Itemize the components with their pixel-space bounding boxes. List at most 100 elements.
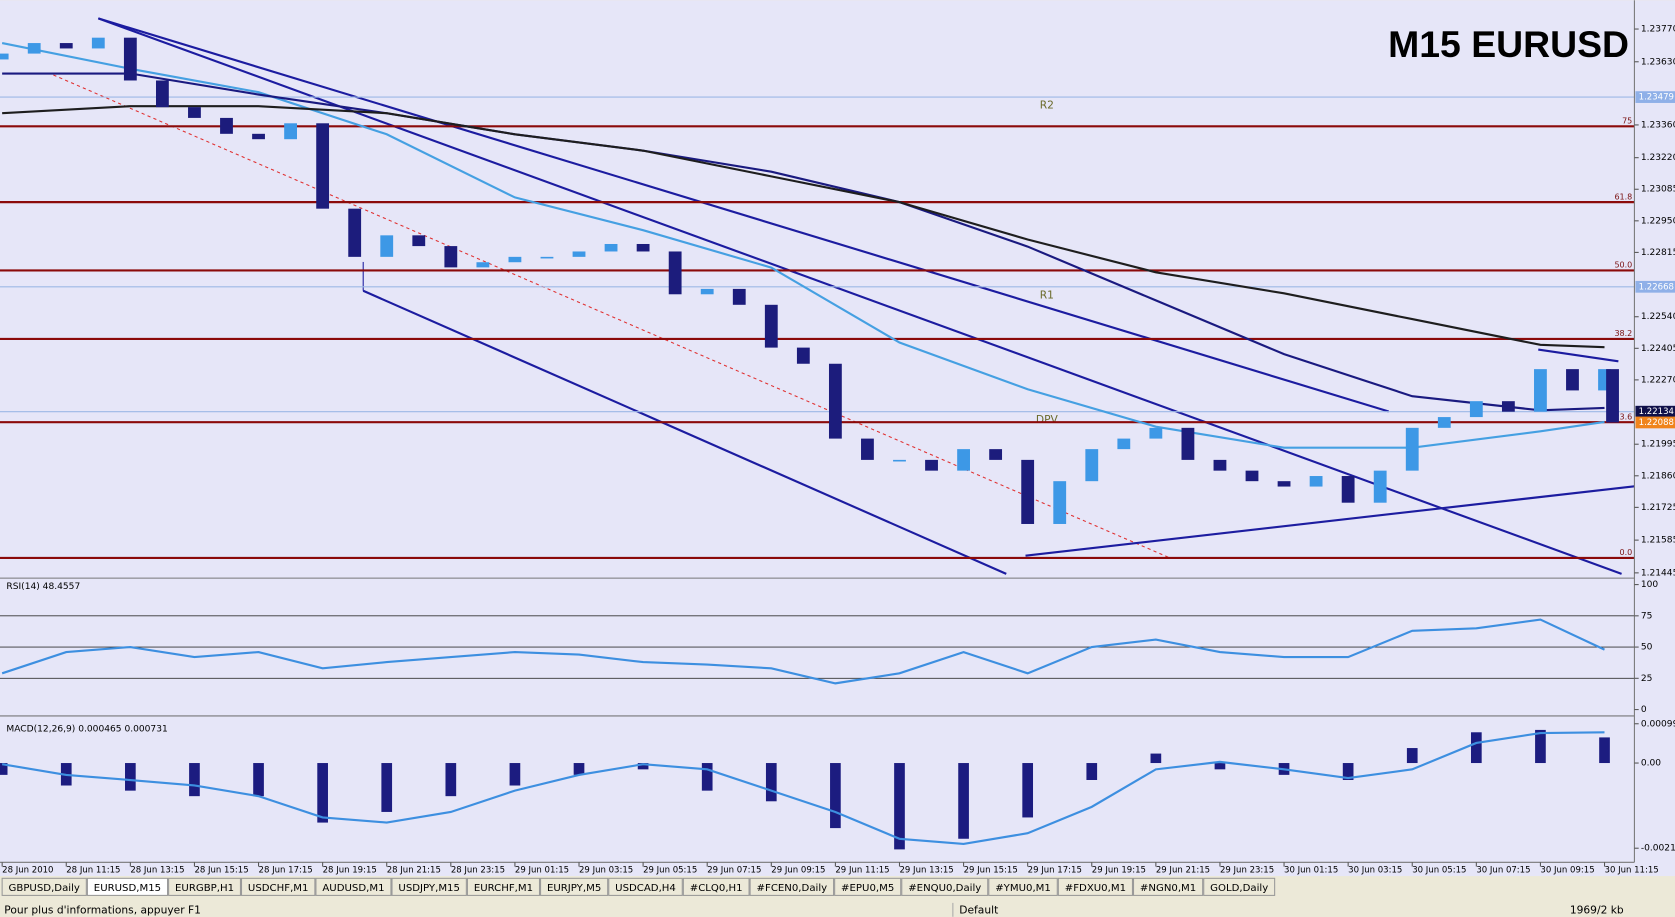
y-tick-label: 1.22950: [1641, 216, 1675, 226]
tab[interactable]: [466, 877, 541, 896]
x-tick-label: 29 Jun 15:15: [964, 865, 1018, 875]
macd-bar: [1470, 732, 1482, 764]
tab[interactable]: [608, 877, 683, 896]
tab[interactable]: [1132, 877, 1204, 896]
macd-bar: [125, 763, 136, 791]
chart-tabs: GBPUSD,Daily EURUSD,M15 EURGBP,H1 USDCHF,M1…: [1, 877, 1276, 896]
price-tag: [1635, 416, 1675, 429]
tab[interactable]: [540, 877, 609, 896]
indicator-line: [2, 72, 1605, 412]
tab[interactable]: [834, 877, 902, 896]
status-help: Pour plus d'informations, appuyer F1: [4, 903, 201, 916]
x-tick-label: 28 Jun 23:15: [451, 865, 505, 875]
tab-label[interactable]: #NGN0,M1: [1140, 883, 1196, 894]
tab[interactable]: [682, 877, 750, 896]
y-tick-label: 1.23220: [1641, 153, 1675, 163]
candle-body: [1469, 401, 1483, 418]
candle-body: [316, 123, 330, 209]
price-tag-label: 1.22134: [1639, 407, 1674, 417]
chart-title: M15 EURUSD: [1388, 23, 1629, 65]
tab-label[interactable]: EURCHF,M1: [474, 883, 533, 894]
tab[interactable]: [391, 877, 467, 896]
fib-label: 50.0: [1614, 261, 1632, 270]
tab[interactable]: [1057, 877, 1133, 896]
tab-label[interactable]: EURGBP,H1: [175, 883, 234, 894]
price-tag: [1635, 405, 1675, 418]
candle-body: [732, 288, 746, 305]
tab-label[interactable]: #YMU0,M1: [995, 883, 1051, 894]
tab-label[interactable]: #FCEN0,Daily: [757, 883, 828, 894]
macd-bar: [381, 763, 393, 812]
macd-bar: [1214, 763, 1226, 770]
candle-body: [636, 243, 650, 252]
tab-label[interactable]: EURJPY,M5: [547, 883, 601, 894]
x-tick-label: 30 Jun 01:15: [1284, 865, 1338, 875]
y-tick-label: 1.22815: [1641, 248, 1675, 258]
tab-label[interactable]: #CLQ0,H1: [690, 883, 743, 894]
candle-body: [155, 80, 169, 108]
rsi-panel: [0, 615, 1635, 685]
x-tick-label: 29 Jun 23:15: [1220, 865, 1274, 875]
tab-label[interactable]: #FDXU0,M1: [1065, 883, 1126, 894]
trendline: [97, 17, 1390, 413]
overlay: M15 EURUSD RSI(14) 48.4557 MACD(12,26,9)…: [1, 23, 1675, 917]
candle-body: [989, 449, 1003, 460]
tab-label[interactable]: USDCHF,M1: [248, 883, 309, 894]
candle-body: [604, 243, 618, 252]
y-tick-label: 1.22405: [1641, 344, 1675, 354]
macd-bar: [1022, 763, 1034, 818]
y-tick-label: 1.21995: [1641, 440, 1675, 450]
tab[interactable]: [86, 877, 169, 896]
x-tick-label: 30 Jun 11:15: [1605, 865, 1659, 875]
y-tick-label: 50: [1641, 643, 1653, 653]
y-tick-label: 0: [1641, 705, 1647, 715]
y-tick-label: 1.23770: [1641, 25, 1675, 35]
tab[interactable]: [315, 877, 392, 896]
tab[interactable]: [1, 877, 87, 896]
tab-label[interactable]: AUDUSD,M1: [322, 883, 384, 894]
pivot-label: DPV: [1036, 413, 1059, 426]
candle-body: [572, 251, 586, 257]
tab-label[interactable]: EURUSD,M15: [94, 883, 161, 894]
tab-label[interactable]: USDJPY,M15: [398, 883, 460, 894]
y-tick-label: 1.23360: [1641, 120, 1675, 130]
macd-bar: [830, 763, 841, 829]
candle-body: [1566, 369, 1579, 391]
tab-label[interactable]: #EPU0,M5: [841, 883, 894, 894]
tab-label[interactable]: GBPUSD,Daily: [9, 883, 80, 894]
x-tick-label: 30 Jun 07:15: [1476, 865, 1530, 875]
candle-body: [27, 43, 41, 54]
tab-label[interactable]: #ENQU0,Daily: [908, 883, 981, 894]
candle-body: [1245, 470, 1259, 482]
tab[interactable]: [168, 877, 241, 896]
tab-label[interactable]: USDCAD,H4: [615, 883, 676, 894]
candle-body: [91, 37, 105, 49]
macd-bar: [894, 763, 905, 850]
candle-body: [1277, 481, 1291, 487]
tab[interactable]: [1203, 877, 1276, 896]
tab[interactable]: [901, 877, 989, 896]
macd-bar: [573, 763, 585, 775]
price-tag: [1635, 91, 1675, 103]
tab[interactable]: [240, 877, 316, 896]
candle-body: [1021, 459, 1035, 524]
candle-body: [123, 37, 137, 81]
candle-body: [925, 459, 938, 471]
candle-body: [444, 246, 458, 268]
candle-body: [0, 53, 9, 60]
tab[interactable]: [749, 877, 835, 896]
macd-bar: [958, 763, 969, 839]
y-tick-label: 1.23630: [1641, 57, 1675, 67]
candle-body: [220, 117, 233, 134]
fib-label: 61.8: [1614, 192, 1632, 201]
status-memory: 1969/2 kb: [1570, 903, 1624, 916]
x-tick-label: 29 Jun 11:15: [835, 865, 889, 875]
x-tick-label: 29 Jun 05:15: [643, 865, 697, 875]
candle-body: [893, 459, 906, 462]
macd-bar: [445, 763, 457, 797]
candle-body: [1501, 401, 1515, 412]
macd-bar: [253, 763, 264, 797]
tab[interactable]: [988, 877, 1058, 896]
tab-label[interactable]: GOLD,Daily: [1210, 883, 1268, 894]
x-tick-label: 28 Jun 15:15: [194, 865, 248, 875]
